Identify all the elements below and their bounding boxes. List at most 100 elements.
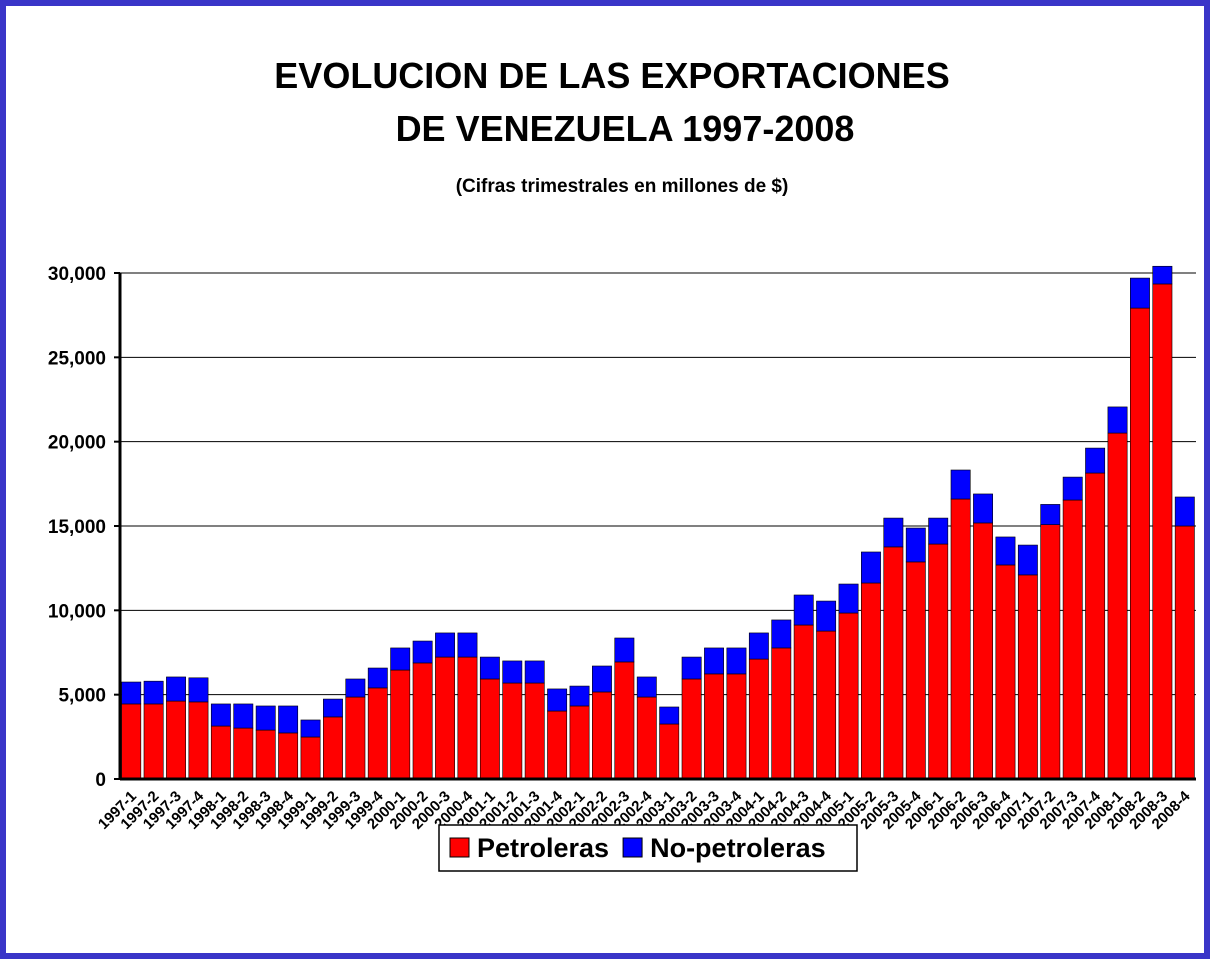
bar-segment xyxy=(524,660,545,684)
bar-segment xyxy=(681,656,702,680)
bar-segment xyxy=(592,691,612,780)
bar-segment xyxy=(390,647,411,671)
bar-segment xyxy=(233,727,254,780)
bar-segment xyxy=(390,669,411,780)
bar-segment xyxy=(1062,499,1083,780)
bar-segment xyxy=(278,732,299,780)
bar-segment xyxy=(748,658,769,780)
bar-segment xyxy=(614,661,635,780)
bar-segment xyxy=(345,696,366,780)
bar-segment xyxy=(905,561,926,780)
bar-segment xyxy=(166,700,186,780)
bar-segment xyxy=(323,698,343,718)
bar-segment xyxy=(748,632,769,660)
y-tick-label: 30,000 xyxy=(48,264,106,285)
bar-segment xyxy=(1130,277,1150,309)
bar-segment xyxy=(345,678,366,698)
legend-box xyxy=(438,824,858,872)
bar-segment xyxy=(1152,283,1173,780)
bar-segment xyxy=(569,685,590,707)
bar-segment xyxy=(1174,496,1195,527)
chart-title: DE VENEZUELA 1997-2008 xyxy=(396,108,855,149)
bar-segment xyxy=(614,637,635,663)
bar-segment xyxy=(704,673,724,780)
bar-segment xyxy=(838,612,859,780)
legend: Petroleras No-petroleras xyxy=(438,824,858,872)
bar-segment xyxy=(636,696,657,780)
bar-segment xyxy=(995,536,1016,566)
y-tick-label: 20,000 xyxy=(48,433,106,454)
bar-segment xyxy=(861,551,881,584)
bar-segment xyxy=(457,632,478,658)
chart-title: EVOLUCION DE LAS EXPORTACIONES xyxy=(274,55,949,96)
bar-segment xyxy=(771,619,792,649)
bar-segment xyxy=(479,656,500,680)
bar-segment xyxy=(1085,447,1106,474)
bar-segment xyxy=(547,710,568,780)
bar-segment xyxy=(479,678,500,780)
bar-segment xyxy=(143,680,164,705)
bar-segment xyxy=(1130,307,1150,780)
bar-segment xyxy=(659,706,680,725)
legend-swatch xyxy=(622,837,643,858)
bar-segment xyxy=(995,564,1016,780)
bar-segment xyxy=(838,583,859,614)
bar-segment xyxy=(726,647,747,675)
bar-segment xyxy=(1040,524,1061,780)
legend-label: Petroleras xyxy=(477,833,609,863)
bar-segment xyxy=(166,676,186,702)
bar-segment xyxy=(255,705,276,731)
bar-segment xyxy=(210,703,231,727)
bar-segment xyxy=(1017,544,1038,576)
bar-segment xyxy=(367,667,388,689)
bar-segment xyxy=(121,681,142,705)
bar-segment xyxy=(502,682,523,780)
bar-segment xyxy=(973,493,993,524)
bar-segment xyxy=(1017,574,1038,780)
bar-segment xyxy=(1174,525,1195,780)
bar-segment xyxy=(928,517,949,545)
bar-segment xyxy=(704,647,724,675)
bar-segment xyxy=(210,725,231,780)
bar-segment xyxy=(143,703,164,780)
bar-segment xyxy=(928,543,949,780)
bar-segment xyxy=(233,703,254,729)
bar-segment xyxy=(435,632,455,658)
bar-segment xyxy=(905,527,926,563)
bar-segment xyxy=(1062,476,1083,501)
bar-segment xyxy=(1040,504,1061,525)
bar-segment xyxy=(816,630,837,780)
y-tick-label: 0 xyxy=(95,770,106,791)
bar-segment xyxy=(412,640,433,664)
y-tick-label: 5,000 xyxy=(58,686,106,707)
bar-segment xyxy=(950,469,971,500)
bar-segment xyxy=(636,676,657,698)
legend-swatch xyxy=(449,837,470,858)
bar-segment xyxy=(300,719,321,738)
bar-segment xyxy=(547,688,568,712)
bar-segment xyxy=(883,546,904,780)
bar-segment xyxy=(950,498,971,780)
chart-subtitle: (Cifras trimestrales en millones de $) xyxy=(456,176,789,197)
bar-segment xyxy=(412,662,433,780)
bar-segment xyxy=(681,678,702,780)
bar-segment xyxy=(524,682,545,780)
bar-segment xyxy=(973,522,993,780)
bar-segment xyxy=(771,647,792,780)
bar-segment xyxy=(255,729,276,780)
bar-segment xyxy=(592,665,612,693)
bar-segment xyxy=(188,677,209,703)
bar-segment xyxy=(659,723,680,780)
bar-segment xyxy=(1085,472,1106,780)
bar-segment xyxy=(883,517,904,548)
bar-segment xyxy=(300,736,321,780)
y-tick-label: 10,000 xyxy=(48,601,106,622)
bar-segment xyxy=(816,600,837,632)
bar-segment xyxy=(502,660,523,684)
bar-segment xyxy=(188,701,209,780)
bar-segment xyxy=(457,656,478,780)
y-tick-label: 25,000 xyxy=(48,348,106,369)
bar-segment xyxy=(861,582,881,780)
